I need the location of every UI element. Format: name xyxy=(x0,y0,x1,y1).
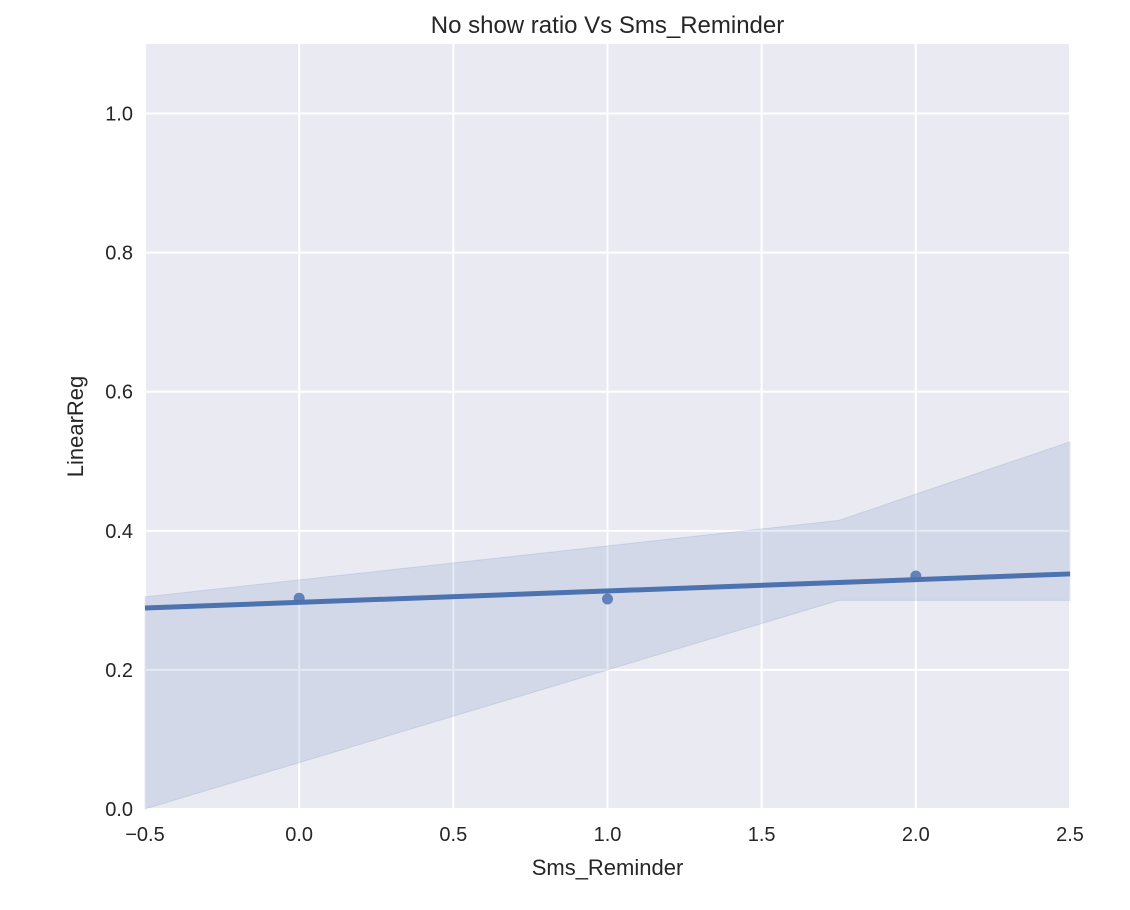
x-tick-label: −0.5 xyxy=(125,824,164,846)
y-tick-label: 0.4 xyxy=(105,521,133,543)
x-tick-label: 1.0 xyxy=(594,824,622,846)
y-tick-label: 1.0 xyxy=(105,104,133,126)
data-points xyxy=(293,570,922,605)
x-tick-label: 0.0 xyxy=(285,824,313,846)
y-tick-label: 0.2 xyxy=(105,660,133,682)
data-point xyxy=(910,570,922,582)
x-tick-label: 0.5 xyxy=(439,824,467,846)
y-axis-label: LinearReg xyxy=(63,376,88,478)
x-axis-label: Sms_Reminder xyxy=(532,855,684,880)
y-tick-label: 0.8 xyxy=(105,243,133,265)
grid xyxy=(144,44,1071,810)
data-point xyxy=(602,593,613,605)
y-tick-label: 0.6 xyxy=(105,382,133,404)
x-axis-ticks: −0.5 0.0 0.5 1.0 1.5 2.0 2.5 xyxy=(125,824,1084,846)
data-point xyxy=(293,592,305,604)
x-tick-label: 1.5 xyxy=(748,824,776,846)
y-axis-ticks: 0.0 0.2 0.4 0.6 0.8 1.0 xyxy=(105,104,133,821)
x-tick-label: 2.5 xyxy=(1056,824,1084,846)
x-tick-label: 2.0 xyxy=(902,824,930,846)
chart-title: No show ratio Vs Sms_Reminder xyxy=(431,12,784,39)
y-tick-label: 0.0 xyxy=(105,799,133,821)
confidence-band xyxy=(144,441,1071,810)
